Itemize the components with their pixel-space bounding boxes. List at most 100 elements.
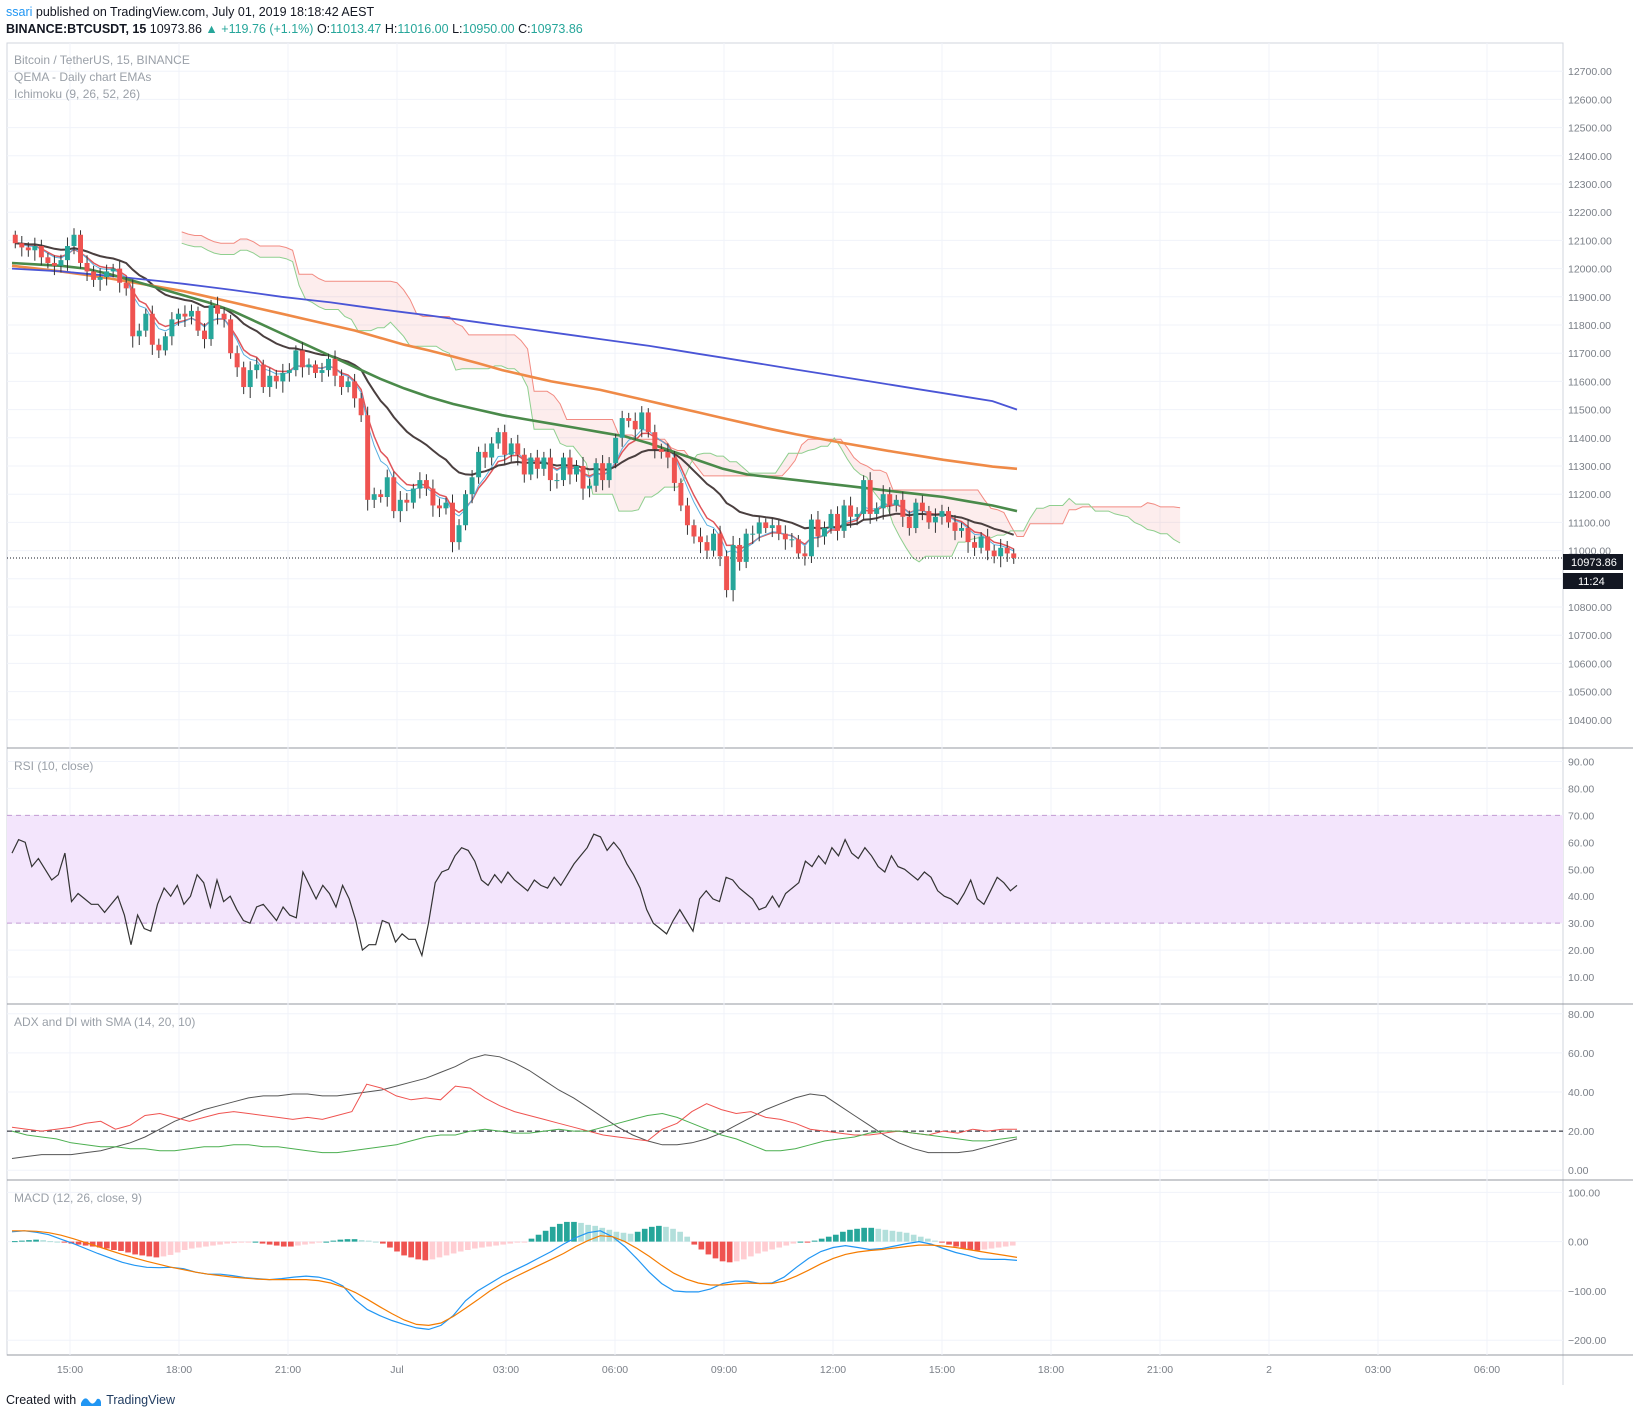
candle-down bbox=[430, 488, 436, 506]
macd-histogram-bar bbox=[620, 1232, 627, 1242]
candle-up bbox=[456, 525, 462, 543]
candle-up bbox=[998, 547, 1004, 557]
macd-histogram-bar bbox=[854, 1228, 860, 1242]
candle-up bbox=[286, 370, 292, 373]
macd-histogram-bar bbox=[19, 1240, 25, 1242]
symbol-line: BINANCE:BTCUSDT, 15 10973.86 ▲ +119.76 (… bbox=[6, 22, 583, 36]
macd-histogram-bar bbox=[47, 1241, 54, 1243]
candle-down bbox=[515, 443, 521, 455]
macd-histogram-bar bbox=[910, 1234, 917, 1242]
candle-up bbox=[822, 528, 827, 537]
macd-histogram-bar bbox=[259, 1241, 266, 1244]
macd-histogram-bar bbox=[380, 1241, 386, 1244]
macd-histogram-bar bbox=[762, 1241, 768, 1252]
price-tick: 10700.00 bbox=[1568, 630, 1612, 642]
candle-up bbox=[893, 499, 899, 506]
candle-up bbox=[71, 234, 77, 247]
macd-histogram-bar bbox=[422, 1241, 429, 1261]
macd-histogram-bar bbox=[549, 1226, 556, 1242]
macd-histogram-bar bbox=[472, 1241, 478, 1249]
adx-line bbox=[11, 1083, 1017, 1142]
candle-down bbox=[358, 398, 364, 416]
price-tick: 12300.00 bbox=[1568, 179, 1612, 191]
macd-tick: −200.00 bbox=[1568, 1335, 1606, 1347]
candle-up bbox=[247, 370, 253, 388]
candle-down bbox=[645, 412, 651, 433]
macd-histogram-bar bbox=[1009, 1241, 1016, 1246]
macd-histogram-bar bbox=[125, 1241, 131, 1253]
candle-down bbox=[312, 364, 318, 373]
candle-down bbox=[299, 350, 305, 368]
macd-histogram-bar bbox=[953, 1241, 959, 1247]
macd-line bbox=[11, 1230, 1018, 1331]
macd-histogram-bar bbox=[705, 1241, 712, 1255]
candle-down bbox=[91, 271, 97, 280]
time-tick: 21:00 bbox=[275, 1364, 301, 1376]
candle-down bbox=[991, 550, 997, 557]
macd-histogram-bar bbox=[875, 1228, 882, 1242]
candle-up bbox=[104, 271, 110, 278]
candle-down bbox=[1011, 553, 1017, 558]
candle-up bbox=[169, 319, 175, 337]
time-tick: 15:00 bbox=[929, 1364, 955, 1376]
macd-histogram-bar bbox=[118, 1241, 124, 1251]
macd-histogram-bar bbox=[252, 1241, 259, 1243]
candle-down bbox=[12, 234, 18, 244]
candle-up bbox=[326, 358, 331, 371]
macd-histogram-bar bbox=[924, 1238, 931, 1242]
candle-up bbox=[476, 451, 482, 478]
candle-up bbox=[384, 477, 390, 498]
candle-up bbox=[417, 480, 423, 489]
macd-histogram-bar bbox=[288, 1241, 294, 1247]
candle-down bbox=[482, 451, 488, 458]
macd-histogram-bar bbox=[995, 1241, 1002, 1248]
symbol-name: BINANCE:BTCUSDT, 15 bbox=[6, 22, 147, 36]
candle-up bbox=[880, 494, 886, 509]
price-tick: 11100.00 bbox=[1568, 517, 1610, 529]
macd-line bbox=[12, 1230, 1018, 1327]
tradingview-brand[interactable]: TradingView bbox=[106, 1393, 175, 1407]
chart-canvas[interactable]: 15:00 18:00 21:00 Jul 03:00 06:00 09:00 12:00 15… bbox=[0, 0, 1633, 1390]
daily-ema-line bbox=[11, 267, 1018, 411]
price-tag: 10973.86 bbox=[1571, 557, 1617, 569]
macd-histogram-bar bbox=[733, 1241, 740, 1262]
macd-histogram-bar bbox=[479, 1241, 485, 1248]
time-tick: 06:00 bbox=[602, 1364, 628, 1376]
candle-down bbox=[567, 457, 573, 475]
author-link[interactable]: ssari bbox=[6, 5, 33, 19]
macd-histogram-bar bbox=[946, 1241, 952, 1245]
price-tick: 11200.00 bbox=[1568, 489, 1611, 501]
candle-up bbox=[410, 488, 416, 503]
candle-down bbox=[117, 268, 123, 283]
candle-down bbox=[241, 367, 247, 388]
candle-down bbox=[19, 243, 25, 248]
candle-up bbox=[541, 457, 547, 469]
candle-down bbox=[352, 381, 358, 399]
candle-down bbox=[906, 516, 912, 529]
rsi-pane bbox=[7, 814, 1563, 958]
price-tick: 10400.00 bbox=[1568, 715, 1612, 727]
candle-down bbox=[25, 247, 31, 251]
macd-histogram-bar bbox=[564, 1221, 570, 1242]
macd-histogram-bar bbox=[394, 1241, 400, 1252]
candle-up bbox=[64, 246, 70, 261]
macd-histogram-bar bbox=[1002, 1241, 1009, 1247]
candle-up bbox=[97, 277, 103, 280]
time-tick: 15:00 bbox=[57, 1364, 83, 1376]
macd-histogram-bar bbox=[54, 1241, 61, 1243]
rsi-tick: 70.00 bbox=[1568, 810, 1594, 822]
candle-up bbox=[932, 516, 938, 523]
macd-histogram-bar bbox=[153, 1241, 160, 1258]
macd-histogram-bar bbox=[670, 1228, 676, 1242]
macd-histogram-bar bbox=[726, 1241, 733, 1263]
macd-histogram-bar bbox=[889, 1230, 896, 1242]
macd-histogram-bar bbox=[104, 1241, 110, 1249]
candle-up bbox=[58, 260, 64, 266]
rsi-tick: 50.00 bbox=[1568, 864, 1594, 876]
rsi-tick: 10.00 bbox=[1568, 972, 1594, 984]
macd-histogram-bar bbox=[450, 1241, 457, 1254]
price-tick: 10800.00 bbox=[1568, 602, 1612, 614]
candles bbox=[12, 228, 1017, 602]
macd-histogram-bar bbox=[939, 1241, 945, 1243]
macd-histogram-bar bbox=[146, 1241, 153, 1257]
